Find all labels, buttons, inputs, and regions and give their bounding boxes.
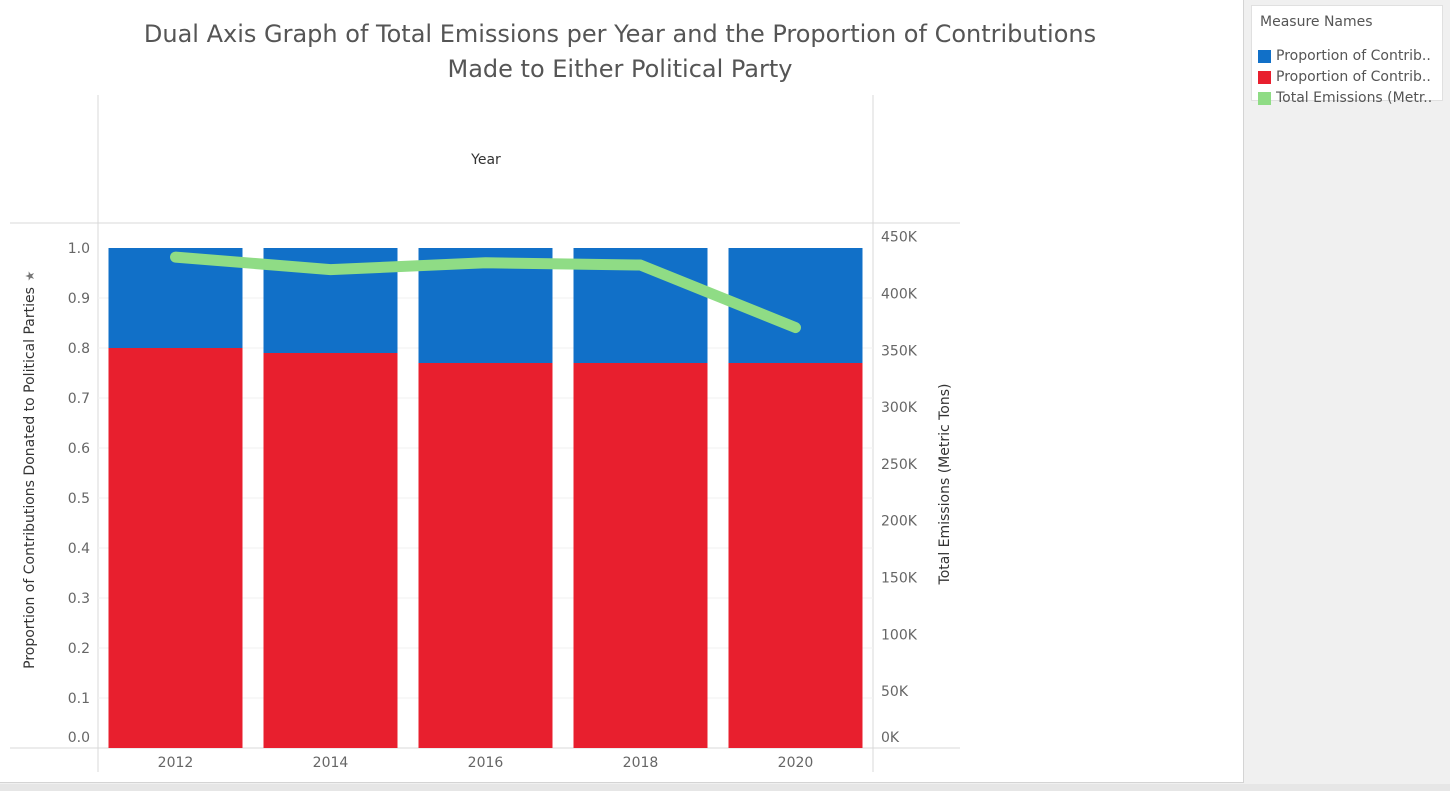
y2-tick-label: 200K [881,514,918,530]
y2-tick-label: 350K [881,343,918,359]
bar-segment-red [263,353,398,748]
x-tick-label: 2012 [158,755,194,771]
y-tick-label: 0.8 [68,341,90,357]
legend-item-green[interactable]: Total Emissions (Metr.. [1258,89,1440,107]
y-tick-label: 0.4 [68,541,90,557]
chart-title: Dual Axis Graph of Total Emissions per Y… [140,17,1100,87]
y2-tick-label: 250K [881,457,918,473]
x-tick-label: 2018 [623,755,659,771]
y-tick-label: 0.3 [68,591,90,607]
y-axis-title: Proportion of Contributions Donated to P… [22,287,38,669]
y2-axis-title: Total Emissions (Metric Tons) [937,384,953,586]
legend[interactable]: Measure Names Proportion of Contrib.. Pr… [1251,5,1443,106]
emissions-line [170,251,801,334]
bar-segment-red [418,363,553,748]
column-header-year: Year [470,152,501,168]
x-tick-label: 2016 [468,755,504,771]
y-tick-label: 0.6 [68,441,90,457]
y2-tick-label: 450K [881,230,918,246]
legend-label: Total Emissions (Metr.. [1276,90,1433,106]
status-bar [0,784,1450,791]
y2-tick-label: 150K [881,571,918,587]
y-tick-label: 1.0 [68,241,90,257]
legend-item-blue[interactable]: Proportion of Contrib.. [1258,47,1440,65]
bar-segment-red [728,363,863,748]
y-tick-label: 0.2 [68,641,90,657]
legend-swatch-red [1258,70,1271,84]
y2-tick-label: 400K [881,286,918,302]
legend-label: Proportion of Contrib.. [1276,48,1431,64]
bar-segment-red [108,348,243,748]
chart-title-line-2: Made to Either Political Party [447,55,793,83]
x-tick-label: 2020 [778,755,814,771]
y-tick-label: 0.9 [68,291,90,307]
y-tick-label: 0.0 [68,730,90,746]
y-tick-label: 0.7 [68,391,90,407]
y2-tick-label: 300K [881,400,918,416]
pin-icon: ★ [23,271,37,282]
y2-tick-label: 100K [881,627,918,643]
chart-area: Year 1.0 0.9 0.8 0.7 0.6 0.5 0.4 0.3 0.2 0.1 0.0 450… [10,95,960,772]
legend-item-red[interactable]: Proportion of Contrib.. [1258,68,1440,86]
legend-label: Proportion of Contrib.. [1276,69,1431,85]
legend-swatch-green [1258,91,1271,105]
bar-segment-red [573,363,708,748]
y2-tick-label: 50K [881,684,909,700]
legend-title: Measure Names [1260,14,1373,30]
y2-tick-label: 0K [881,730,900,746]
y-tick-label: 0.1 [68,691,90,707]
chart-title-line-1: Dual Axis Graph of Total Emissions per Y… [143,20,1097,48]
legend-swatch-blue [1258,49,1271,63]
y-tick-label: 0.5 [68,491,90,507]
x-tick-label: 2014 [313,755,349,771]
